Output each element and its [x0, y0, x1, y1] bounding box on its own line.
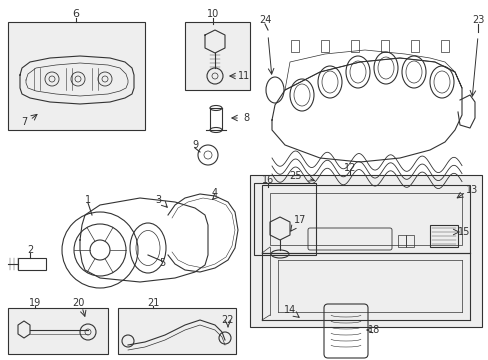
- Text: 5: 5: [159, 258, 165, 268]
- Bar: [8, 22, 145, 130]
- Text: 7: 7: [21, 117, 27, 127]
- Text: 2: 2: [27, 245, 33, 255]
- Bar: [184, 22, 249, 90]
- Bar: [410, 40, 418, 52]
- Bar: [8, 308, 108, 354]
- Text: 16: 16: [262, 175, 274, 185]
- Text: 6: 6: [72, 9, 80, 19]
- Text: 13: 13: [465, 185, 477, 195]
- Bar: [397, 235, 405, 247]
- Bar: [118, 308, 236, 354]
- Bar: [253, 183, 315, 255]
- Text: 23: 23: [471, 15, 483, 25]
- Bar: [249, 175, 481, 327]
- Bar: [429, 225, 457, 247]
- Text: 19: 19: [29, 298, 41, 308]
- Text: 24: 24: [258, 15, 271, 25]
- Bar: [290, 40, 298, 52]
- Text: 12: 12: [343, 163, 355, 173]
- Bar: [405, 235, 413, 247]
- Text: 11: 11: [237, 71, 250, 81]
- Text: 9: 9: [192, 140, 198, 150]
- Text: 22: 22: [221, 315, 234, 325]
- Bar: [320, 40, 328, 52]
- Bar: [380, 40, 388, 52]
- Text: 25: 25: [289, 171, 302, 181]
- Text: 1: 1: [85, 195, 91, 205]
- Bar: [269, 193, 461, 245]
- Text: 10: 10: [206, 9, 219, 19]
- Text: 15: 15: [457, 227, 469, 237]
- Bar: [262, 185, 469, 253]
- Text: 14: 14: [284, 305, 296, 315]
- Text: 3: 3: [155, 195, 161, 205]
- Text: 18: 18: [367, 325, 379, 335]
- Bar: [18, 258, 46, 270]
- Text: 4: 4: [211, 188, 218, 198]
- Text: 20: 20: [72, 298, 84, 308]
- Bar: [350, 40, 358, 52]
- Text: 8: 8: [243, 113, 248, 123]
- Text: 17: 17: [293, 215, 305, 225]
- Text: 21: 21: [146, 298, 159, 308]
- Bar: [440, 40, 448, 52]
